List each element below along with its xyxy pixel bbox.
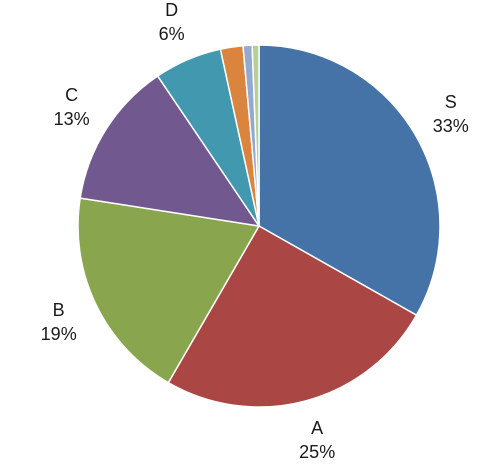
- slice-label-a: A 25%: [299, 416, 335, 464]
- pie-plot-area: [77, 44, 441, 408]
- pie-slice-b: [77, 197, 260, 384]
- pie-slice-s: [258, 44, 441, 316]
- pie-slice-minor-7: [251, 44, 260, 227]
- slice-label-d: D 6%: [159, 0, 185, 46]
- slice-label-c: C 13%: [54, 83, 90, 131]
- slice-percent-label: 19%: [40, 323, 77, 344]
- slice-category-label: S: [444, 92, 457, 113]
- slice-percent-label: 6%: [158, 23, 185, 44]
- slice-label-b: B 19%: [41, 298, 77, 346]
- slice-percent-label: 25%: [299, 442, 336, 463]
- pie-slice-a: [167, 225, 418, 408]
- slice-category-label: D: [165, 0, 179, 20]
- slice-percent-label: 13%: [53, 109, 90, 129]
- slice-percent-label: 33%: [432, 116, 469, 137]
- pie-chart: S 33% A 25% B 19% C 13% D 6%: [41, 0, 469, 462]
- slice-label-s: S 33%: [433, 90, 469, 138]
- pie-slice-c: [79, 75, 260, 227]
- slice-category-label: B: [52, 299, 65, 320]
- slice-category-label: C: [65, 85, 79, 105]
- slice-category-label: A: [311, 418, 324, 439]
